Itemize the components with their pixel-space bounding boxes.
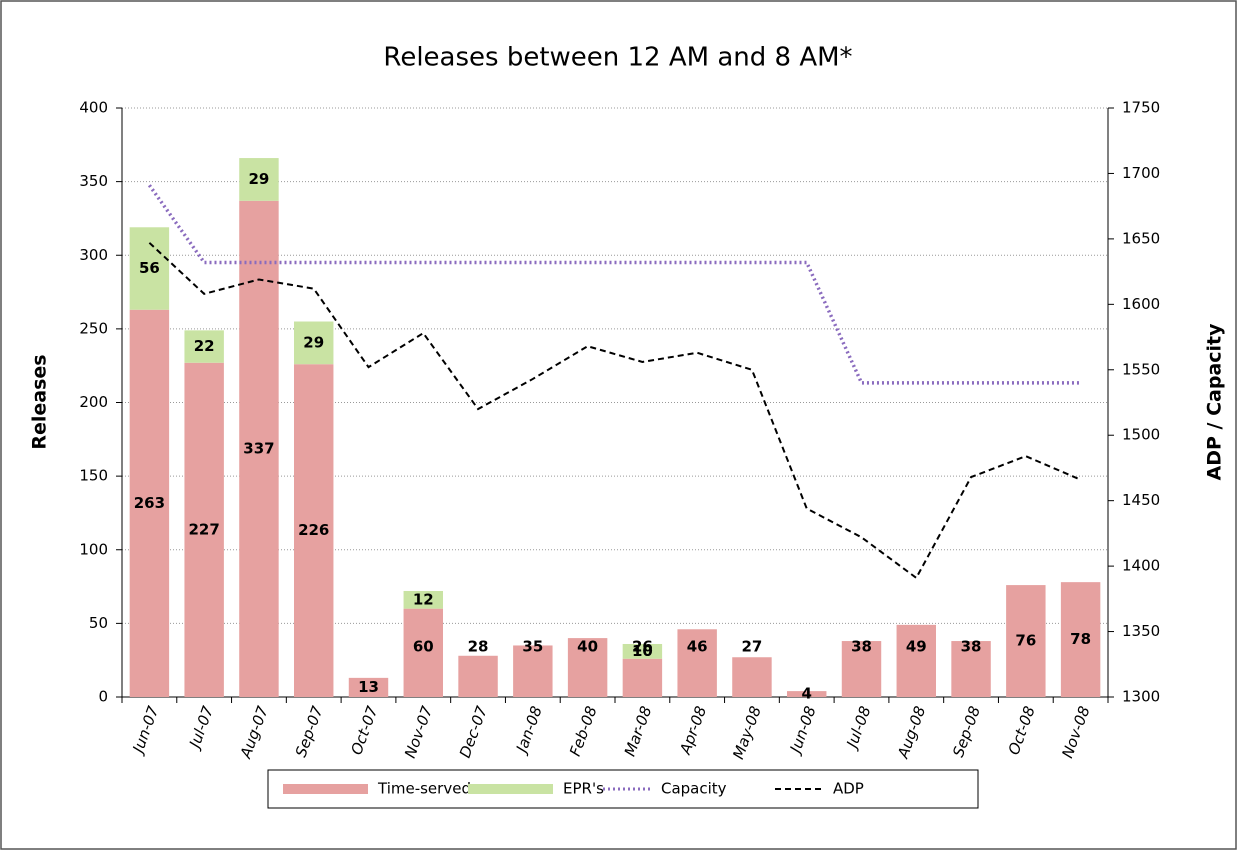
bar xyxy=(239,200,279,697)
y2-axis-title: ADP / Capacity xyxy=(1204,323,1226,481)
legend-label: Capacity xyxy=(661,780,727,798)
y2-tick-label: 1650 xyxy=(1122,229,1160,247)
data-label: 35 xyxy=(522,638,543,656)
bar xyxy=(622,643,663,659)
data-label: 263 xyxy=(134,494,165,512)
data-label: 49 xyxy=(906,638,927,656)
bar xyxy=(129,309,170,697)
bar xyxy=(677,629,717,697)
y2-tick-label: 1500 xyxy=(1122,426,1160,444)
data-label: 337 xyxy=(243,439,274,457)
data-label: 38 xyxy=(961,638,982,656)
bar xyxy=(294,364,334,697)
legend-label: EPR's xyxy=(563,780,604,798)
data-label: 56 xyxy=(139,259,160,277)
chart-title: Releases between 12 AM and 8 AM* xyxy=(383,43,852,73)
bar xyxy=(951,641,991,697)
data-label: 76 xyxy=(1015,632,1036,650)
legend-swatch xyxy=(468,784,553,794)
y-tick-label: 350 xyxy=(79,172,108,190)
y-tick-label: 0 xyxy=(98,688,108,706)
bar xyxy=(622,658,663,697)
y2-tick-label: 1600 xyxy=(1122,295,1160,313)
legend-label: ADP xyxy=(833,780,864,798)
y2-tick-label: 1450 xyxy=(1122,491,1160,509)
data-label: 29 xyxy=(303,333,324,351)
data-label: 27 xyxy=(742,638,763,656)
data-label: 60 xyxy=(413,638,434,656)
y2-tick-label: 1300 xyxy=(1122,688,1160,706)
y-tick-label: 300 xyxy=(79,246,108,264)
y2-tick-label: 1750 xyxy=(1122,99,1160,117)
y2-tick-label: 1700 xyxy=(1122,164,1160,182)
bar xyxy=(841,641,882,697)
bar xyxy=(348,677,389,697)
y-tick-label: 50 xyxy=(89,614,108,632)
data-label: 12 xyxy=(413,590,434,608)
bar xyxy=(896,624,936,697)
data-label: 227 xyxy=(189,520,220,538)
bar xyxy=(1060,582,1101,697)
bar xyxy=(787,691,827,697)
data-label: 226 xyxy=(298,521,329,539)
y-tick-label: 150 xyxy=(79,467,108,485)
data-label: 4 xyxy=(802,685,812,703)
y-axis-title: Releases xyxy=(29,354,51,449)
data-label: 22 xyxy=(194,337,215,355)
data-label: 78 xyxy=(1070,630,1091,648)
y2-tick-label: 1350 xyxy=(1122,622,1160,640)
bar xyxy=(732,657,772,697)
y2-tick-label: 1550 xyxy=(1122,360,1160,378)
bar xyxy=(403,608,443,697)
line xyxy=(148,242,1082,580)
bar xyxy=(458,655,498,697)
line xyxy=(147,184,1081,385)
data-label: 26 xyxy=(632,638,653,656)
y-tick-label: 100 xyxy=(79,540,108,558)
bar xyxy=(403,590,443,609)
y2-tick-label: 1400 xyxy=(1122,557,1160,575)
legend-swatch xyxy=(283,784,368,794)
data-label: 13 xyxy=(358,678,379,696)
bar xyxy=(184,362,224,697)
data-label: 38 xyxy=(851,638,872,656)
bar xyxy=(294,321,334,365)
bar xyxy=(129,227,170,310)
data-label: 10 xyxy=(632,642,653,660)
data-label: 28 xyxy=(468,638,489,656)
data-label: 46 xyxy=(687,638,708,656)
data-label: 29 xyxy=(249,170,270,188)
bar xyxy=(567,638,608,697)
bar xyxy=(1006,585,1046,697)
bar xyxy=(513,645,553,697)
y-tick-label: 400 xyxy=(79,99,108,117)
data-label: 40 xyxy=(577,638,598,656)
y-tick-label: 200 xyxy=(79,393,108,411)
bar xyxy=(184,330,224,363)
bar xyxy=(239,158,279,201)
y-tick-label: 250 xyxy=(79,319,108,337)
legend-label: Time-served xyxy=(377,780,471,798)
